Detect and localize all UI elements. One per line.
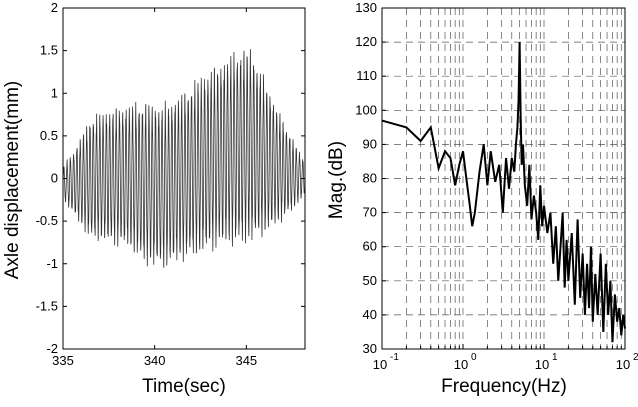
tick-exponent: 1 (552, 352, 558, 363)
spectrum-y-tick-label: 80 (363, 171, 377, 186)
spectrum-y-tick-label: 120 (355, 34, 377, 49)
spectrum-x-tick-label: 10 1 (535, 352, 558, 372)
spectrum-y-tick-label: 100 (355, 102, 377, 117)
spectrum-y-tick-label: 40 (363, 307, 377, 322)
time-y-tick-label: 1 (51, 85, 58, 100)
time-y-axis-label: Axle displacement(mm) (2, 81, 23, 280)
time-y-tick-label: 1.5 (40, 43, 58, 58)
time-y-tick-label: 2 (51, 0, 58, 15)
time-x-tick-label: 335 (52, 353, 74, 368)
magnitude-trace (381, 42, 626, 343)
spectrum-y-tick-label: 130 (355, 0, 377, 15)
tick-base: 10 (454, 357, 468, 372)
tick-exponent: 2 (633, 352, 638, 363)
time-y-tick-label: -2 (46, 341, 58, 356)
tick-base: 10 (535, 357, 549, 372)
tick-base: 10 (373, 357, 387, 372)
displacement-trace (62, 49, 306, 268)
tick-exponent: 0 (471, 352, 477, 363)
time-chart: -2 -1.5 -1 -0.5 0 0.5 1 1.5 2 335 340 345 Time(sec)… (2, 0, 306, 397)
time-x-axis-label: Time(sec) (142, 376, 226, 397)
time-y-tick-label: 0.5 (40, 128, 58, 143)
time-y-tick-label: -1 (46, 256, 58, 271)
spectrum-y-tick-label: 60 (363, 239, 377, 254)
spectrum-y-tick-label: 70 (363, 205, 377, 220)
tick-exponent: -1 (390, 352, 399, 363)
time-x-tick-label: 345 (235, 353, 257, 368)
spectrum-y-tick-label: 50 (363, 273, 377, 288)
spectrum-x-tick-label: 10 -1 (373, 352, 400, 372)
spectrum-y-tick-label: 110 (356, 68, 377, 83)
spectrum-y-tick-label: 30 (363, 341, 377, 356)
spectrum-y-tick-label: 90 (363, 136, 377, 151)
spectrum-x-tick-label: 10 2 (616, 352, 638, 372)
time-x-tick-label: 340 (144, 353, 166, 368)
tick-base: 10 (616, 357, 630, 372)
time-y-tick-label: -1.5 (36, 298, 58, 313)
time-y-tick-label: -0.5 (36, 213, 58, 228)
spectrum-x-axis-label: Frequency(Hz) (441, 376, 567, 397)
spectrum-x-tick-label: 10 0 (454, 352, 477, 372)
spectrum-y-axis-label: Mag.(dB) (326, 141, 347, 219)
time-y-tick-label: 0 (51, 171, 58, 186)
